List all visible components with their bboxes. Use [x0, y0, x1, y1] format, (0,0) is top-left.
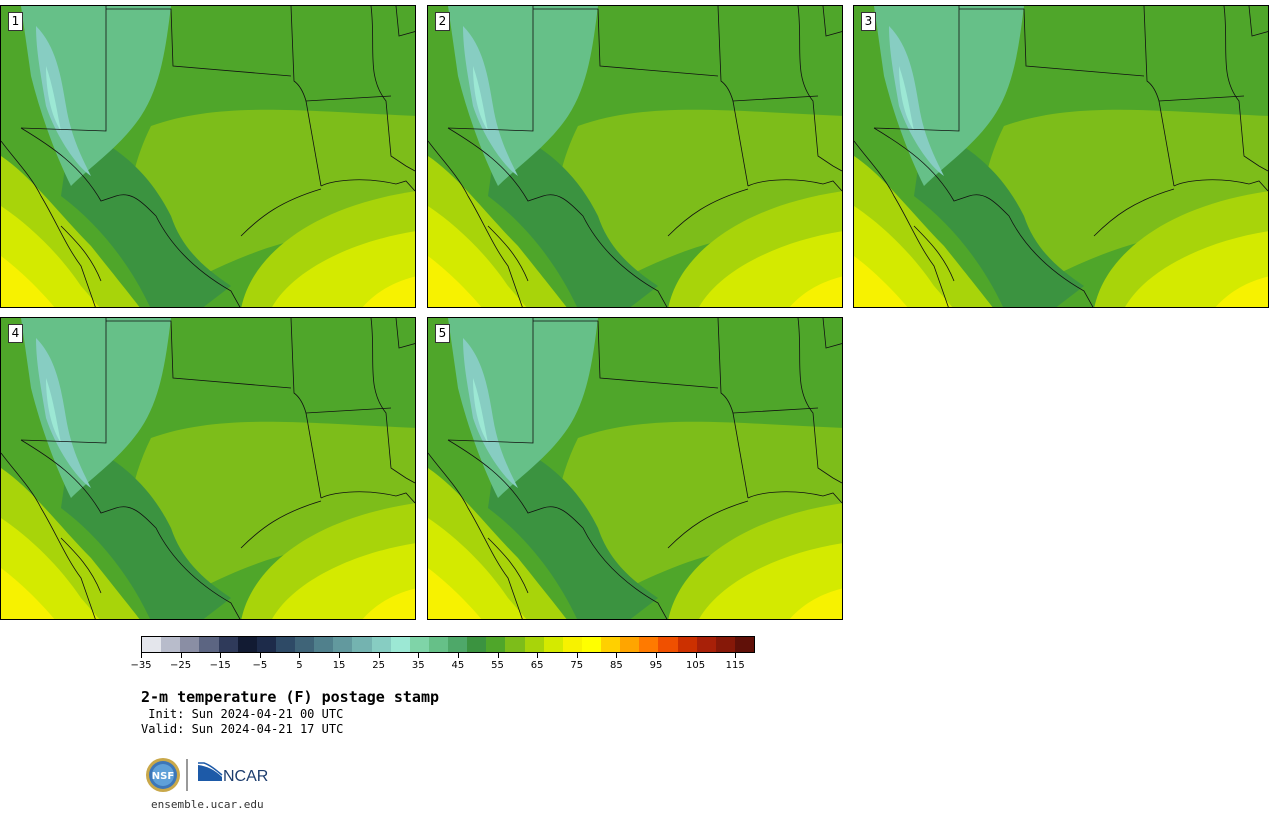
- colorbar-swatch: [696, 637, 716, 652]
- colorbar-swatch: [734, 637, 754, 652]
- colorbar-swatch: [601, 637, 621, 652]
- temperature-map: [428, 318, 842, 619]
- colorbar-swatch: [505, 637, 525, 652]
- colorbar-tick-label: 45: [451, 660, 465, 671]
- colorbar-tick-label: 5: [296, 660, 303, 671]
- colorbar-tick-label: 65: [530, 660, 544, 671]
- colorbar-swatch: [428, 637, 448, 652]
- colorbar-swatch: [620, 637, 640, 652]
- colorbar-ticks: −35 −25 −15 −5 5 15 25 35 45 55 65 75 85 95 105 115: [130, 653, 755, 673]
- nsf-text: NSF: [152, 771, 174, 782]
- colorbar-tick-label: 105: [686, 660, 706, 671]
- colorbar-tick: [537, 653, 539, 658]
- colorbar-tick: [616, 653, 618, 658]
- colorbar-tick-label: 25: [372, 660, 386, 671]
- colorbar-tick-label: −5: [252, 660, 268, 671]
- colorbar-swatch: [467, 637, 487, 652]
- postage-stamp-panel-1: 1: [0, 5, 416, 308]
- colorbar-swatch: [275, 637, 295, 652]
- colorbar-swatch: [409, 637, 429, 652]
- nsf-ncar-logo: NSF NCAR: [146, 758, 268, 792]
- website-url: ensemble.ucar.edu: [151, 798, 264, 811]
- colorbar-swatch: [639, 637, 659, 652]
- colorbar-swatch: [486, 637, 506, 652]
- colorbar-tick-label: 75: [570, 660, 584, 671]
- colorbar-tick: [141, 653, 142, 658]
- colorbar-tick-label: 15: [332, 660, 346, 671]
- colorbar-swatch: [180, 637, 200, 652]
- member-label: 4: [8, 324, 23, 343]
- postage-stamp-panel-4: 4: [0, 317, 416, 620]
- colorbar-swatch: [715, 637, 735, 652]
- colorbar-tick: [418, 653, 420, 658]
- nsf-seal-icon: NSF: [146, 758, 180, 792]
- init-time: Init: Sun 2024-04-21 00 UTC: [141, 707, 344, 721]
- colorbar-tick: [695, 653, 697, 658]
- colorbar-swatch: [161, 637, 181, 652]
- member-label: 3: [861, 12, 876, 31]
- colorbar-tick-label: −15: [209, 660, 231, 671]
- ncar-logo-icon: NCAR: [198, 762, 268, 785]
- colorbar-swatch: [543, 637, 563, 652]
- colorbar-tick-label: 35: [411, 660, 425, 671]
- valid-time: Valid: Sun 2024-04-21 17 UTC: [141, 722, 344, 736]
- colorbar-swatch: [524, 637, 544, 652]
- colorbar-tick-label: 55: [491, 660, 504, 671]
- temperature-colorbar: [141, 636, 755, 653]
- colorbar-tick: [576, 653, 578, 658]
- colorbar-tick: [457, 653, 459, 658]
- postage-stamp-panel-5: 5: [427, 317, 843, 620]
- colorbar-tick: [299, 653, 301, 658]
- temperature-map: [1, 6, 415, 307]
- colorbar-swatch: [658, 637, 678, 652]
- colorbar-swatch: [581, 637, 601, 652]
- colorbar-swatch: [142, 637, 162, 652]
- colorbar-tick-label: −35: [130, 660, 152, 671]
- colorbar-tick: [220, 653, 222, 658]
- colorbar-tick-label: 115: [725, 660, 745, 671]
- colorbar-swatch: [199, 637, 219, 652]
- colorbar-swatch: [218, 637, 238, 652]
- colorbar-tick: [259, 653, 261, 658]
- colorbar-tick-label: 95: [649, 660, 663, 671]
- colorbar-swatch: [448, 637, 468, 652]
- colorbar-tick: [339, 653, 341, 658]
- member-label: 2: [435, 12, 450, 31]
- temperature-map: [1, 318, 415, 619]
- colorbar-tick: [378, 653, 380, 658]
- colorbar-swatch: [390, 637, 410, 652]
- colorbar-swatch: [314, 637, 334, 652]
- colorbar-tick: [180, 653, 182, 658]
- colorbar-swatch: [371, 637, 391, 652]
- temperature-map: [854, 6, 1268, 307]
- colorbar-swatch: [562, 637, 582, 652]
- figure-title: 2-m temperature (F) postage stamp: [141, 688, 440, 706]
- colorbar-tick: [655, 653, 657, 658]
- member-label: 5: [435, 324, 450, 343]
- colorbar-swatch: [295, 637, 315, 652]
- colorbar-swatch: [352, 637, 372, 652]
- ncar-text: NCAR: [223, 768, 268, 785]
- temperature-map: [428, 6, 842, 307]
- colorbar-swatch: [237, 637, 257, 652]
- colorbar-tick-label: 85: [609, 660, 623, 671]
- postage-stamp-panel-2: 2: [427, 5, 843, 308]
- colorbar-swatch: [333, 637, 353, 652]
- colorbar-tick: [735, 653, 737, 658]
- member-label: 1: [8, 12, 23, 31]
- colorbar-swatch: [677, 637, 697, 652]
- postage-stamp-panel-3: 3: [853, 5, 1269, 308]
- colorbar-swatch: [256, 637, 276, 652]
- colorbar-tick-label: −25: [170, 660, 192, 671]
- colorbar-tick: [497, 653, 499, 658]
